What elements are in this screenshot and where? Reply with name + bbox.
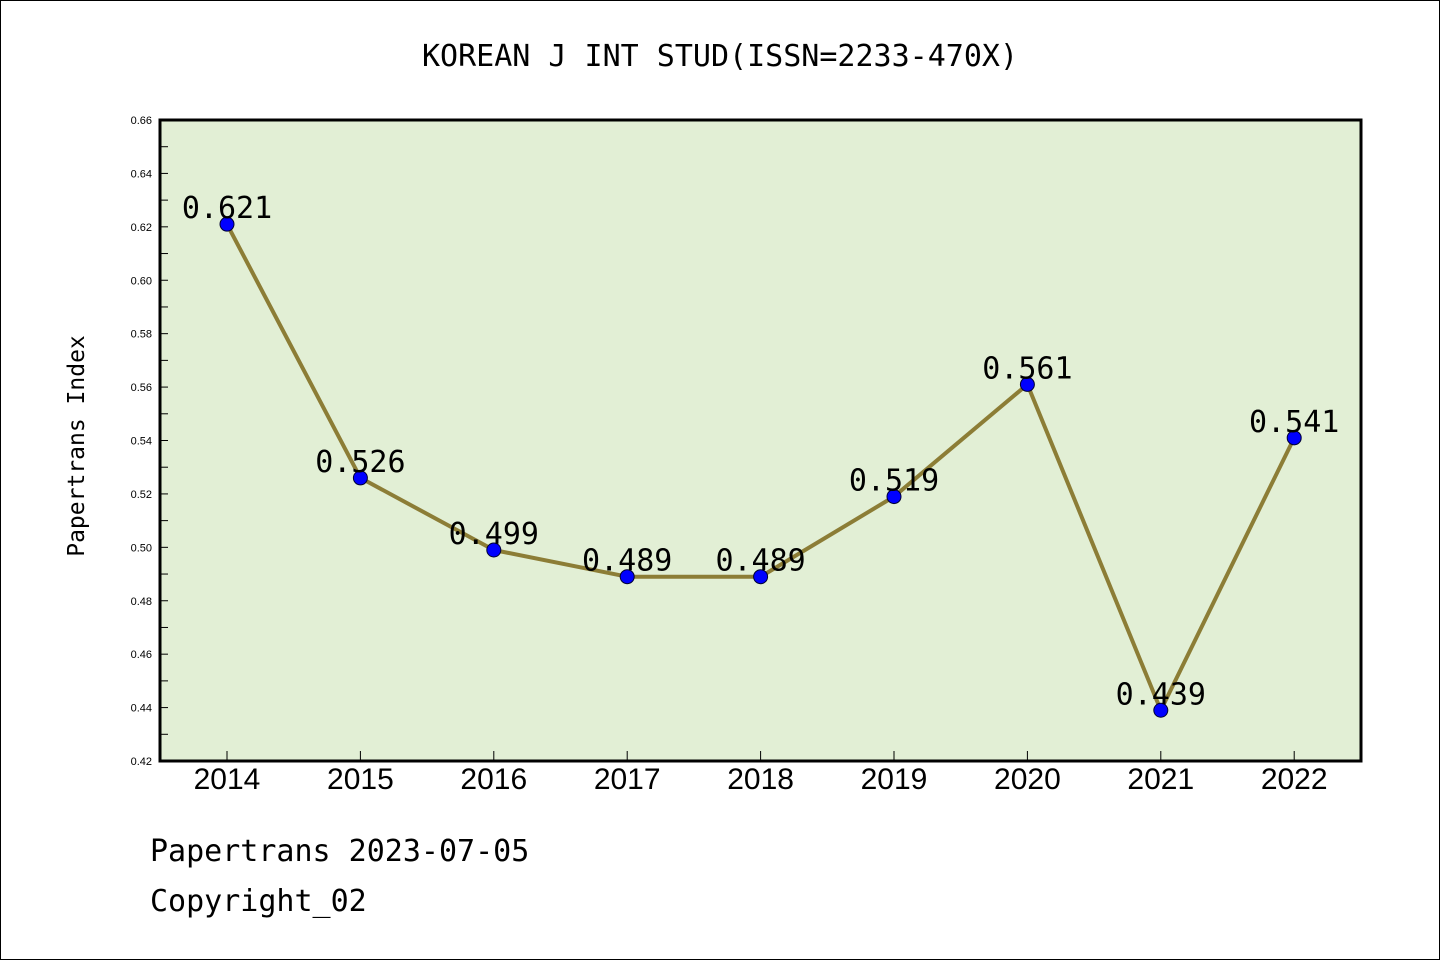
data-label: 0.541	[1249, 405, 1339, 440]
x-tick-label: 2018	[727, 763, 794, 796]
y-tick-label: 0.48	[131, 596, 152, 608]
data-point	[1286, 430, 1302, 446]
x-axis: 2014 2015 2016 2017 2018 2019 2020 2021 2022	[194, 751, 1328, 796]
data-point	[619, 569, 635, 585]
y-tick-label: 0.64	[131, 168, 152, 180]
data-point	[1153, 702, 1169, 718]
data-label: 0.519	[849, 464, 939, 499]
y-tick-label: 0.44	[131, 703, 152, 715]
data-label: 0.526	[315, 445, 405, 480]
x-tick-label: 2019	[861, 763, 928, 796]
data-point	[486, 542, 502, 558]
chart-title: KOREAN J INT STUD(ISSN=2233-470X)	[422, 39, 1018, 74]
data-label: 0.499	[449, 517, 539, 552]
y-tick-label: 0.54	[131, 436, 152, 448]
x-tick-label: 2014	[194, 763, 261, 796]
x-tick-label: 2016	[460, 763, 527, 796]
y-tick-label: 0.56	[131, 382, 152, 394]
data-label: 0.561	[982, 351, 1072, 386]
y-tick-label: 0.60	[131, 275, 152, 287]
data-point	[1019, 376, 1035, 392]
x-tick-label: 2022	[1261, 763, 1328, 796]
data-point	[219, 216, 235, 232]
data-point	[753, 569, 769, 585]
data-point	[886, 489, 902, 505]
y-tick-label: 0.52	[131, 489, 152, 501]
y-axis-label: Papertrans Index	[64, 335, 90, 557]
y-tick-label: 0.50	[131, 542, 152, 554]
data-label: 0.489	[582, 544, 672, 579]
footer-date: Papertrans 2023-07-05	[150, 834, 530, 869]
plot-area	[158, 118, 1363, 763]
y-axis: 0.42 0.44 0.46 0.48 0.50 0.52 0.54 0.56 0.58 0.60…	[131, 115, 168, 768]
y-tick-label: 0.58	[131, 329, 152, 341]
x-tick-label: 2021	[1127, 763, 1194, 796]
y-tick-label: 0.66	[131, 115, 152, 127]
data-label: 0.439	[1116, 677, 1206, 712]
data-label: 0.489	[715, 544, 805, 579]
series-papertrans-index: 0.621 0.526 0.499 0.489 0.489 0.519 0.561 0.439…	[182, 191, 1339, 718]
footer-copyright: Copyright_02	[150, 884, 367, 919]
y-tick-label: 0.62	[131, 222, 152, 234]
x-tick-label: 2017	[594, 763, 661, 796]
y-tick-label: 0.46	[131, 649, 152, 661]
x-tick-label: 2015	[327, 763, 394, 796]
y-tick-label: 0.42	[131, 756, 152, 768]
data-point	[352, 470, 368, 486]
x-tick-label: 2020	[994, 763, 1061, 796]
data-label: 0.621	[182, 191, 272, 226]
